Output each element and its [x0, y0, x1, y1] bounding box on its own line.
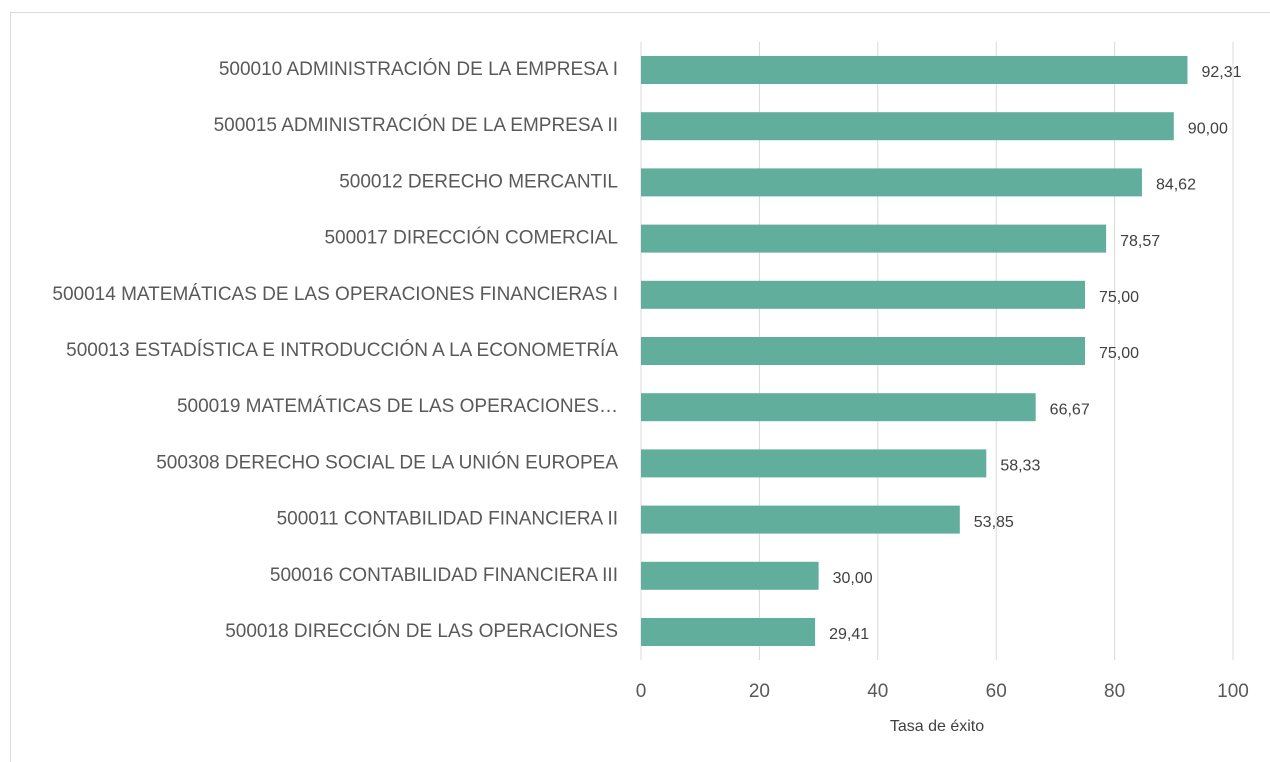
category-label: 500014 MATEMÁTICAS DE LAS OPERACIONES FI… [52, 284, 618, 305]
x-tick-label: 20 [749, 681, 770, 702]
bar [641, 56, 1188, 84]
category-label: 500012 DERECHO MERCANTIL [339, 171, 618, 192]
value-label: 29,41 [829, 626, 869, 643]
value-label: 78,57 [1120, 233, 1160, 250]
chart-frame [10, 12, 1270, 762]
value-label: 75,00 [1099, 345, 1139, 362]
value-label: 90,00 [1188, 120, 1228, 137]
category-label: 500011 CONTABILIDAD FINANCIERA II [277, 509, 618, 530]
category-label: 500013 ESTADÍSTICA E INTRODUCCIÓN A LA E… [66, 339, 618, 361]
bar [641, 224, 1107, 253]
bar [641, 561, 819, 590]
x-tick-label: 40 [867, 681, 888, 702]
bar [641, 280, 1085, 309]
value-label: 84,62 [1156, 177, 1196, 194]
bar [641, 112, 1174, 141]
value-label: 58,33 [1000, 458, 1040, 475]
category-label: 500018 DIRECCIÓN DE LAS OPERACIONES [225, 620, 618, 642]
value-label: 66,67 [1050, 401, 1090, 418]
value-label: 53,85 [974, 514, 1014, 531]
category-label: 500015 ADMINISTRACIÓN DE LA EMPRESA II [214, 114, 618, 136]
category-label: 500019 MATEMÁTICAS DE LAS OPERACIONES… [177, 396, 618, 417]
value-label: 75,00 [1099, 289, 1139, 306]
x-tick-label: 80 [1104, 681, 1125, 702]
category-label: 500016 CONTABILIDAD FINANCIERA III [270, 565, 618, 586]
x-tick-label: 0 [636, 681, 647, 702]
bar [641, 618, 816, 646]
x-axis-title: Tasa de éxito [890, 718, 984, 735]
bar [641, 168, 1142, 197]
bar [641, 449, 987, 478]
value-label: 30,00 [833, 570, 873, 587]
x-tick-label: 60 [986, 681, 1007, 702]
bar [641, 337, 1085, 365]
value-label: 92,31 [1201, 64, 1241, 81]
category-label: 500010 ADMINISTRACIÓN DE LA EMPRESA I [219, 58, 618, 80]
category-label: 500308 DERECHO SOCIAL DE LA UNIÓN EUROPE… [156, 451, 618, 473]
x-tick-label: 100 [1217, 681, 1249, 702]
bar [641, 393, 1036, 422]
bar [641, 505, 960, 534]
category-label: 500017 DIRECCIÓN COMERCIAL [324, 227, 618, 249]
